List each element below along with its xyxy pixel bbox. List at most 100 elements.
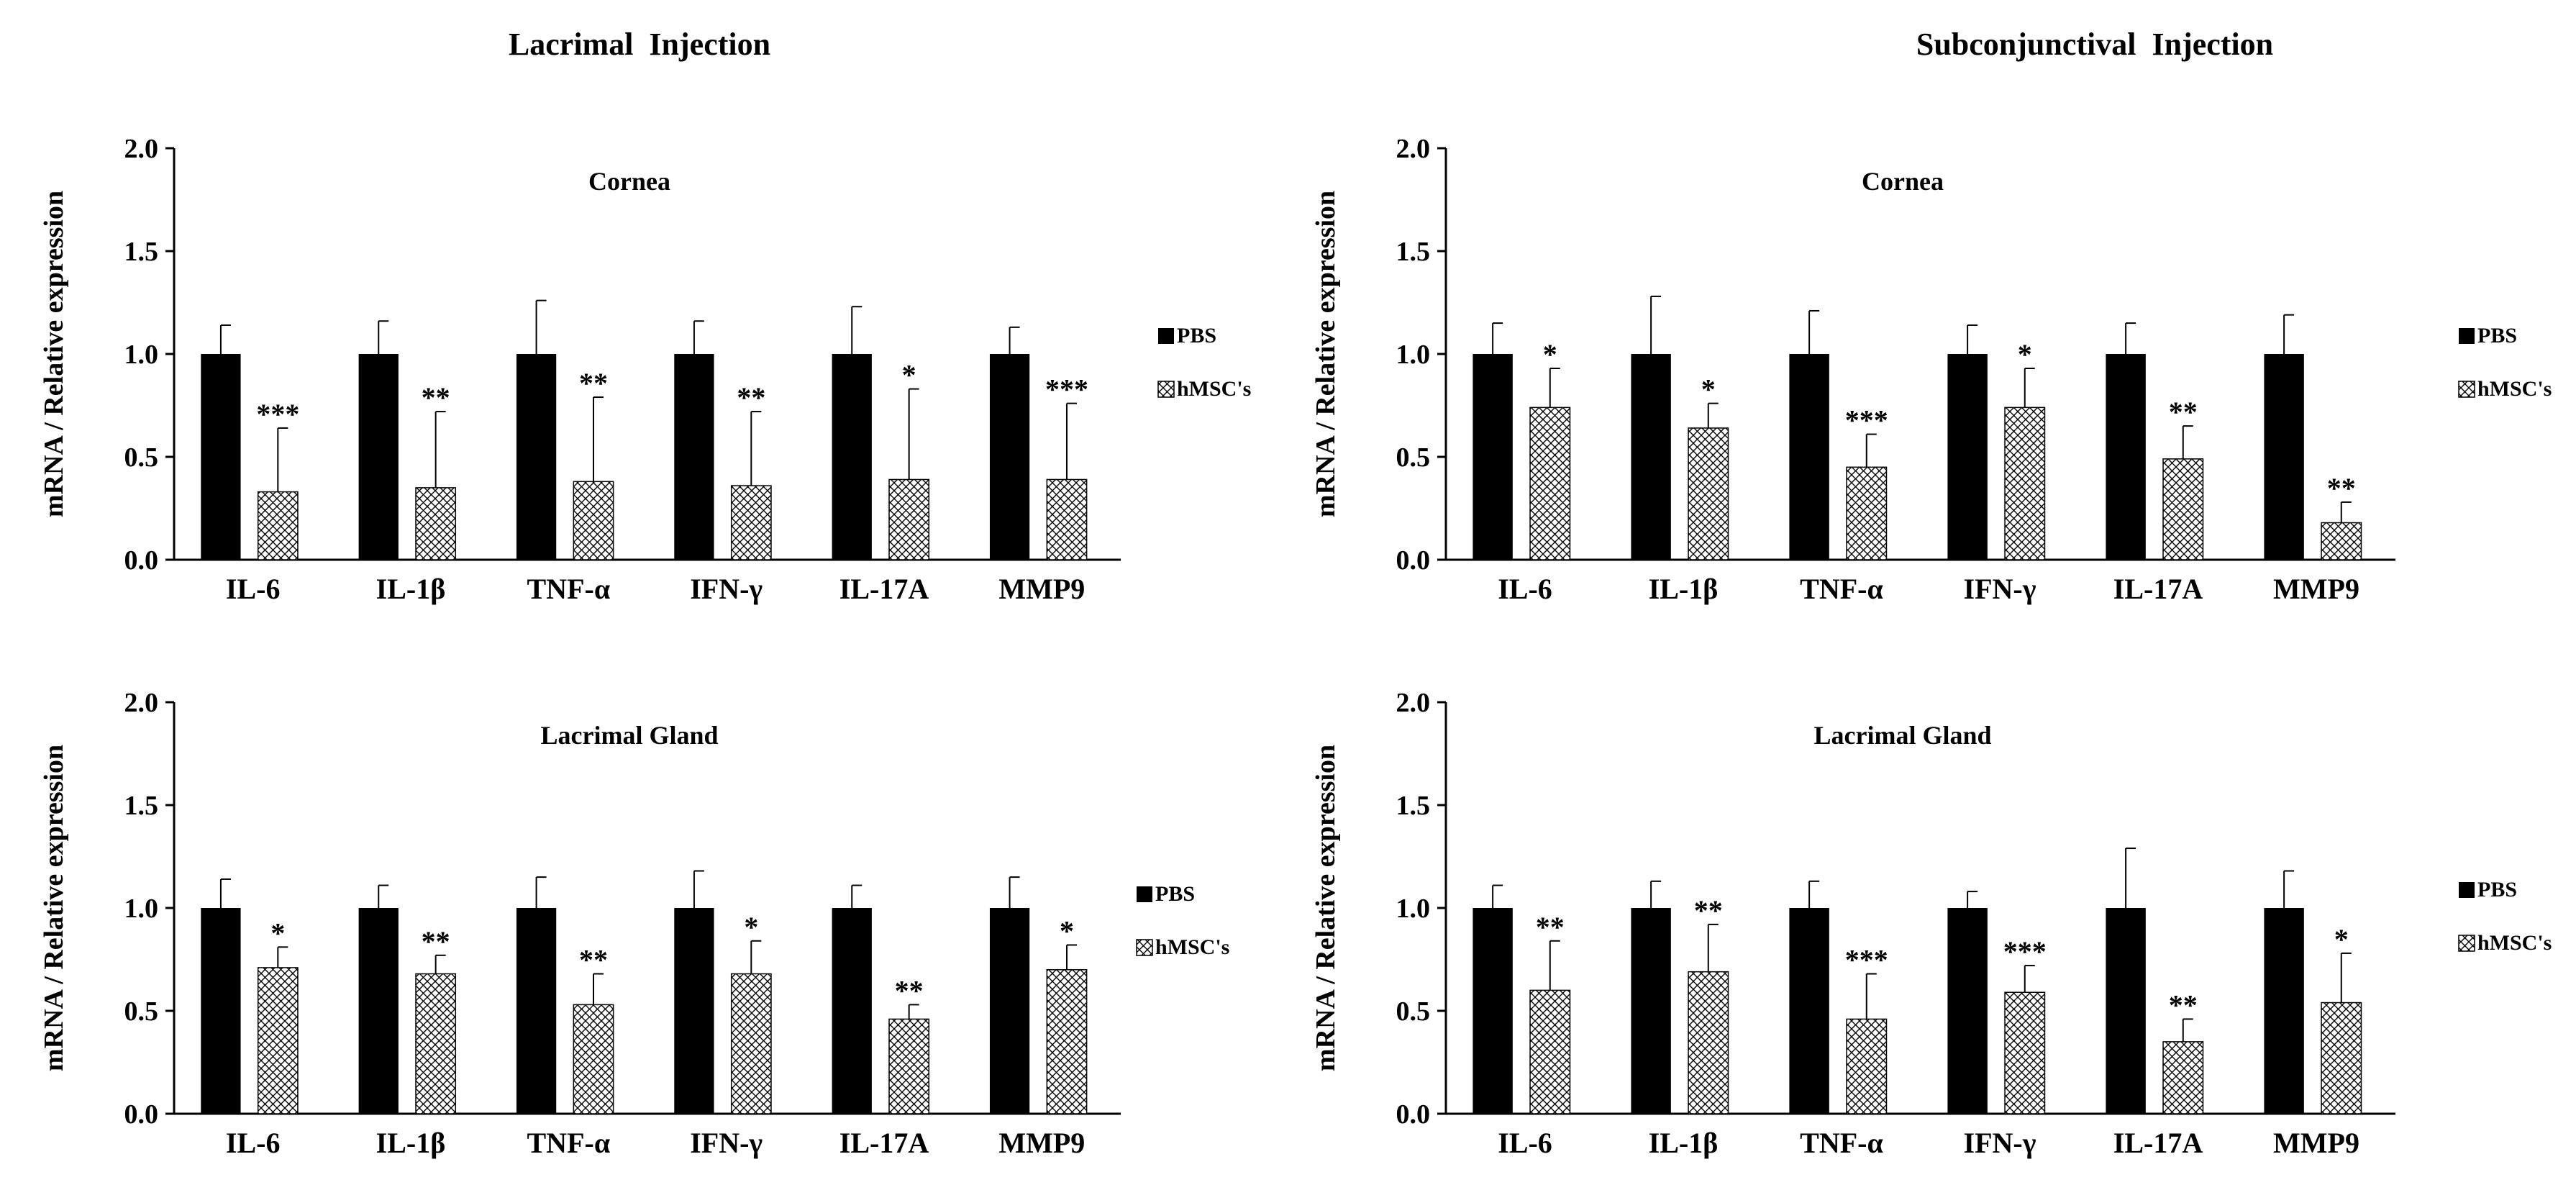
significance-label: ***: [2003, 935, 2047, 968]
bar-pbs-TNF-α: [516, 354, 557, 560]
x-tick-label: IL-1β: [1649, 1127, 1719, 1159]
x-tick-label: IL-17A: [839, 1127, 929, 1159]
x-tick-label: MMP9: [2273, 573, 2359, 605]
bar-pbs-IFN-γ: [674, 908, 714, 1114]
bar-pbs-MMP9: [2264, 908, 2304, 1114]
bar-hmsc-IFN-γ: [730, 973, 772, 1114]
legend-label-hmsc: hMSC's: [1155, 935, 1229, 959]
y-tick-label: 0.5: [124, 996, 159, 1027]
significance-label: *: [1060, 914, 1074, 947]
significance-label: **: [422, 925, 450, 958]
significance-label: **: [737, 381, 765, 414]
x-tick-label: IFN-γ: [1964, 573, 2036, 605]
y-tick-label: 0.5: [1396, 996, 1431, 1027]
bar-pbs-IFN-γ: [1947, 354, 1988, 560]
bar-hmsc-IL-17A: [888, 478, 930, 560]
bar-hmsc-IL-6: [1529, 406, 1571, 560]
y-tick-label: 0.0: [124, 1099, 159, 1130]
bar-pbs-IL-1β: [1631, 908, 1671, 1114]
legend-swatch-pbs: [2459, 328, 2475, 344]
bar-pbs-IL-17A: [2106, 908, 2146, 1114]
x-tick-label: TNF-α: [527, 573, 611, 605]
bar-hmsc-IL-17A: [888, 1018, 930, 1114]
bar-hmsc-IFN-γ: [730, 485, 772, 560]
lacrimal-injection-title: Lacrimal Injection: [508, 27, 771, 62]
bar-hmsc-IL-6: [1529, 989, 1571, 1114]
legend-label-hmsc: hMSC's: [1177, 377, 1251, 401]
legend: PBS hMSC's: [1157, 324, 1251, 401]
legend-label-pbs: PBS: [1155, 882, 1195, 906]
bar-pbs-IL-17A: [2106, 354, 2146, 560]
y-tick-label: 1.5: [124, 791, 159, 821]
bar-hmsc-TNF-α: [573, 481, 614, 560]
significance-label: **: [422, 381, 450, 414]
chart-panel-2: 0.0 0.5 1.0 1.5 2.0 mRNA / Relative expressio…: [1311, 134, 2552, 605]
x-tick-label: MMP9: [2273, 1127, 2359, 1159]
x-tick-label: IFN-γ: [1964, 1127, 2036, 1159]
bar-pbs-IL-1β: [358, 354, 399, 560]
legend-swatch-hmsc: [2458, 935, 2475, 952]
y-tick-label: 0.0: [1396, 545, 1431, 576]
x-tick-label: IFN-γ: [690, 573, 763, 605]
y-axis-label: mRNA / Relative expression: [39, 191, 69, 517]
significance-label: ***: [1045, 373, 1088, 406]
significance-label: *: [2018, 338, 2032, 371]
legend: PBS hMSC's: [2458, 324, 2552, 401]
significance-label: ***: [1845, 404, 1888, 437]
legend-label-hmsc: hMSC's: [2477, 377, 2552, 401]
bar-hmsc-IL-6: [257, 967, 299, 1114]
x-tick-label: IL-17A: [839, 573, 929, 605]
y-tick-label: 2.0: [1396, 688, 1431, 718]
y-tick-label: 0.5: [124, 442, 159, 473]
significance-label: *: [2334, 923, 2349, 955]
significance-label: **: [1536, 911, 1565, 943]
legend: PBS hMSC's: [1136, 882, 1229, 959]
x-tick-label: TNF-α: [527, 1127, 611, 1159]
panel-title: Cornea: [1862, 167, 1944, 196]
legend: PBS hMSC's: [2458, 878, 2552, 955]
legend-swatch-hmsc: [1157, 381, 1175, 398]
legend-label-pbs: PBS: [2477, 878, 2517, 901]
x-tick-label: IL-1β: [376, 573, 446, 605]
y-tick-label: 1.0: [124, 340, 159, 370]
y-tick-label: 2.0: [124, 688, 159, 718]
bar-pbs-IL-6: [1473, 354, 1513, 560]
bar-hmsc-IL-1β: [1688, 427, 1729, 560]
y-axis-label: mRNA / Relative expression: [1311, 191, 1341, 517]
legend-swatch-hmsc: [1136, 939, 1153, 956]
bar-pbs-TNF-α: [516, 908, 557, 1114]
legend-label-pbs: PBS: [1177, 324, 1216, 348]
bar-pbs-IL-6: [1473, 908, 1513, 1114]
y-tick-label: 2.0: [1396, 134, 1431, 164]
y-tick-label: 0.5: [1396, 442, 1431, 473]
bar-pbs-IFN-γ: [674, 354, 714, 560]
chart-panel-3: 0.0 0.5 1.0 1.5 2.0 mRNA / Relative expressio…: [39, 688, 1229, 1159]
bar-pbs-TNF-α: [1789, 908, 1829, 1114]
significance-label: **: [895, 974, 924, 1007]
x-tick-label: MMP9: [998, 573, 1085, 605]
legend-swatch-pbs: [1158, 328, 1174, 344]
panel-title: Lacrimal Gland: [540, 721, 718, 750]
bar-hmsc-TNF-α: [1846, 1018, 1888, 1114]
bar-hmsc-IFN-γ: [2004, 406, 2046, 560]
y-tick-label: 1.5: [124, 237, 159, 267]
legend-swatch-pbs: [2459, 882, 2475, 898]
significance-label: *: [902, 359, 916, 391]
bar-hmsc-MMP9: [1046, 969, 1088, 1114]
bar-hmsc-TNF-α: [1846, 466, 1888, 560]
x-tick-label: IL-6: [226, 573, 281, 605]
bar-pbs-IL-6: [201, 354, 241, 560]
x-tick-label: IL-6: [1498, 1127, 1552, 1159]
bar-pbs-TNF-α: [1789, 354, 1829, 560]
x-tick-label: IL-17A: [2113, 1127, 2203, 1159]
bar-hmsc-MMP9: [2321, 1001, 2362, 1114]
significance-label: **: [1694, 894, 1723, 927]
bar-hmsc-IL-1β: [415, 973, 457, 1114]
significance-label: **: [2169, 396, 2198, 428]
significance-label: **: [2169, 989, 2198, 1021]
significance-label: *: [744, 911, 758, 943]
bar-pbs-IFN-γ: [1947, 908, 1988, 1114]
x-tick-label: IL-6: [226, 1127, 281, 1159]
chart-panel-1: 0.0 0.5 1.0 1.5 2.0 mRNA / Relative expressio…: [39, 134, 1251, 605]
y-tick-label: 1.0: [124, 894, 159, 924]
